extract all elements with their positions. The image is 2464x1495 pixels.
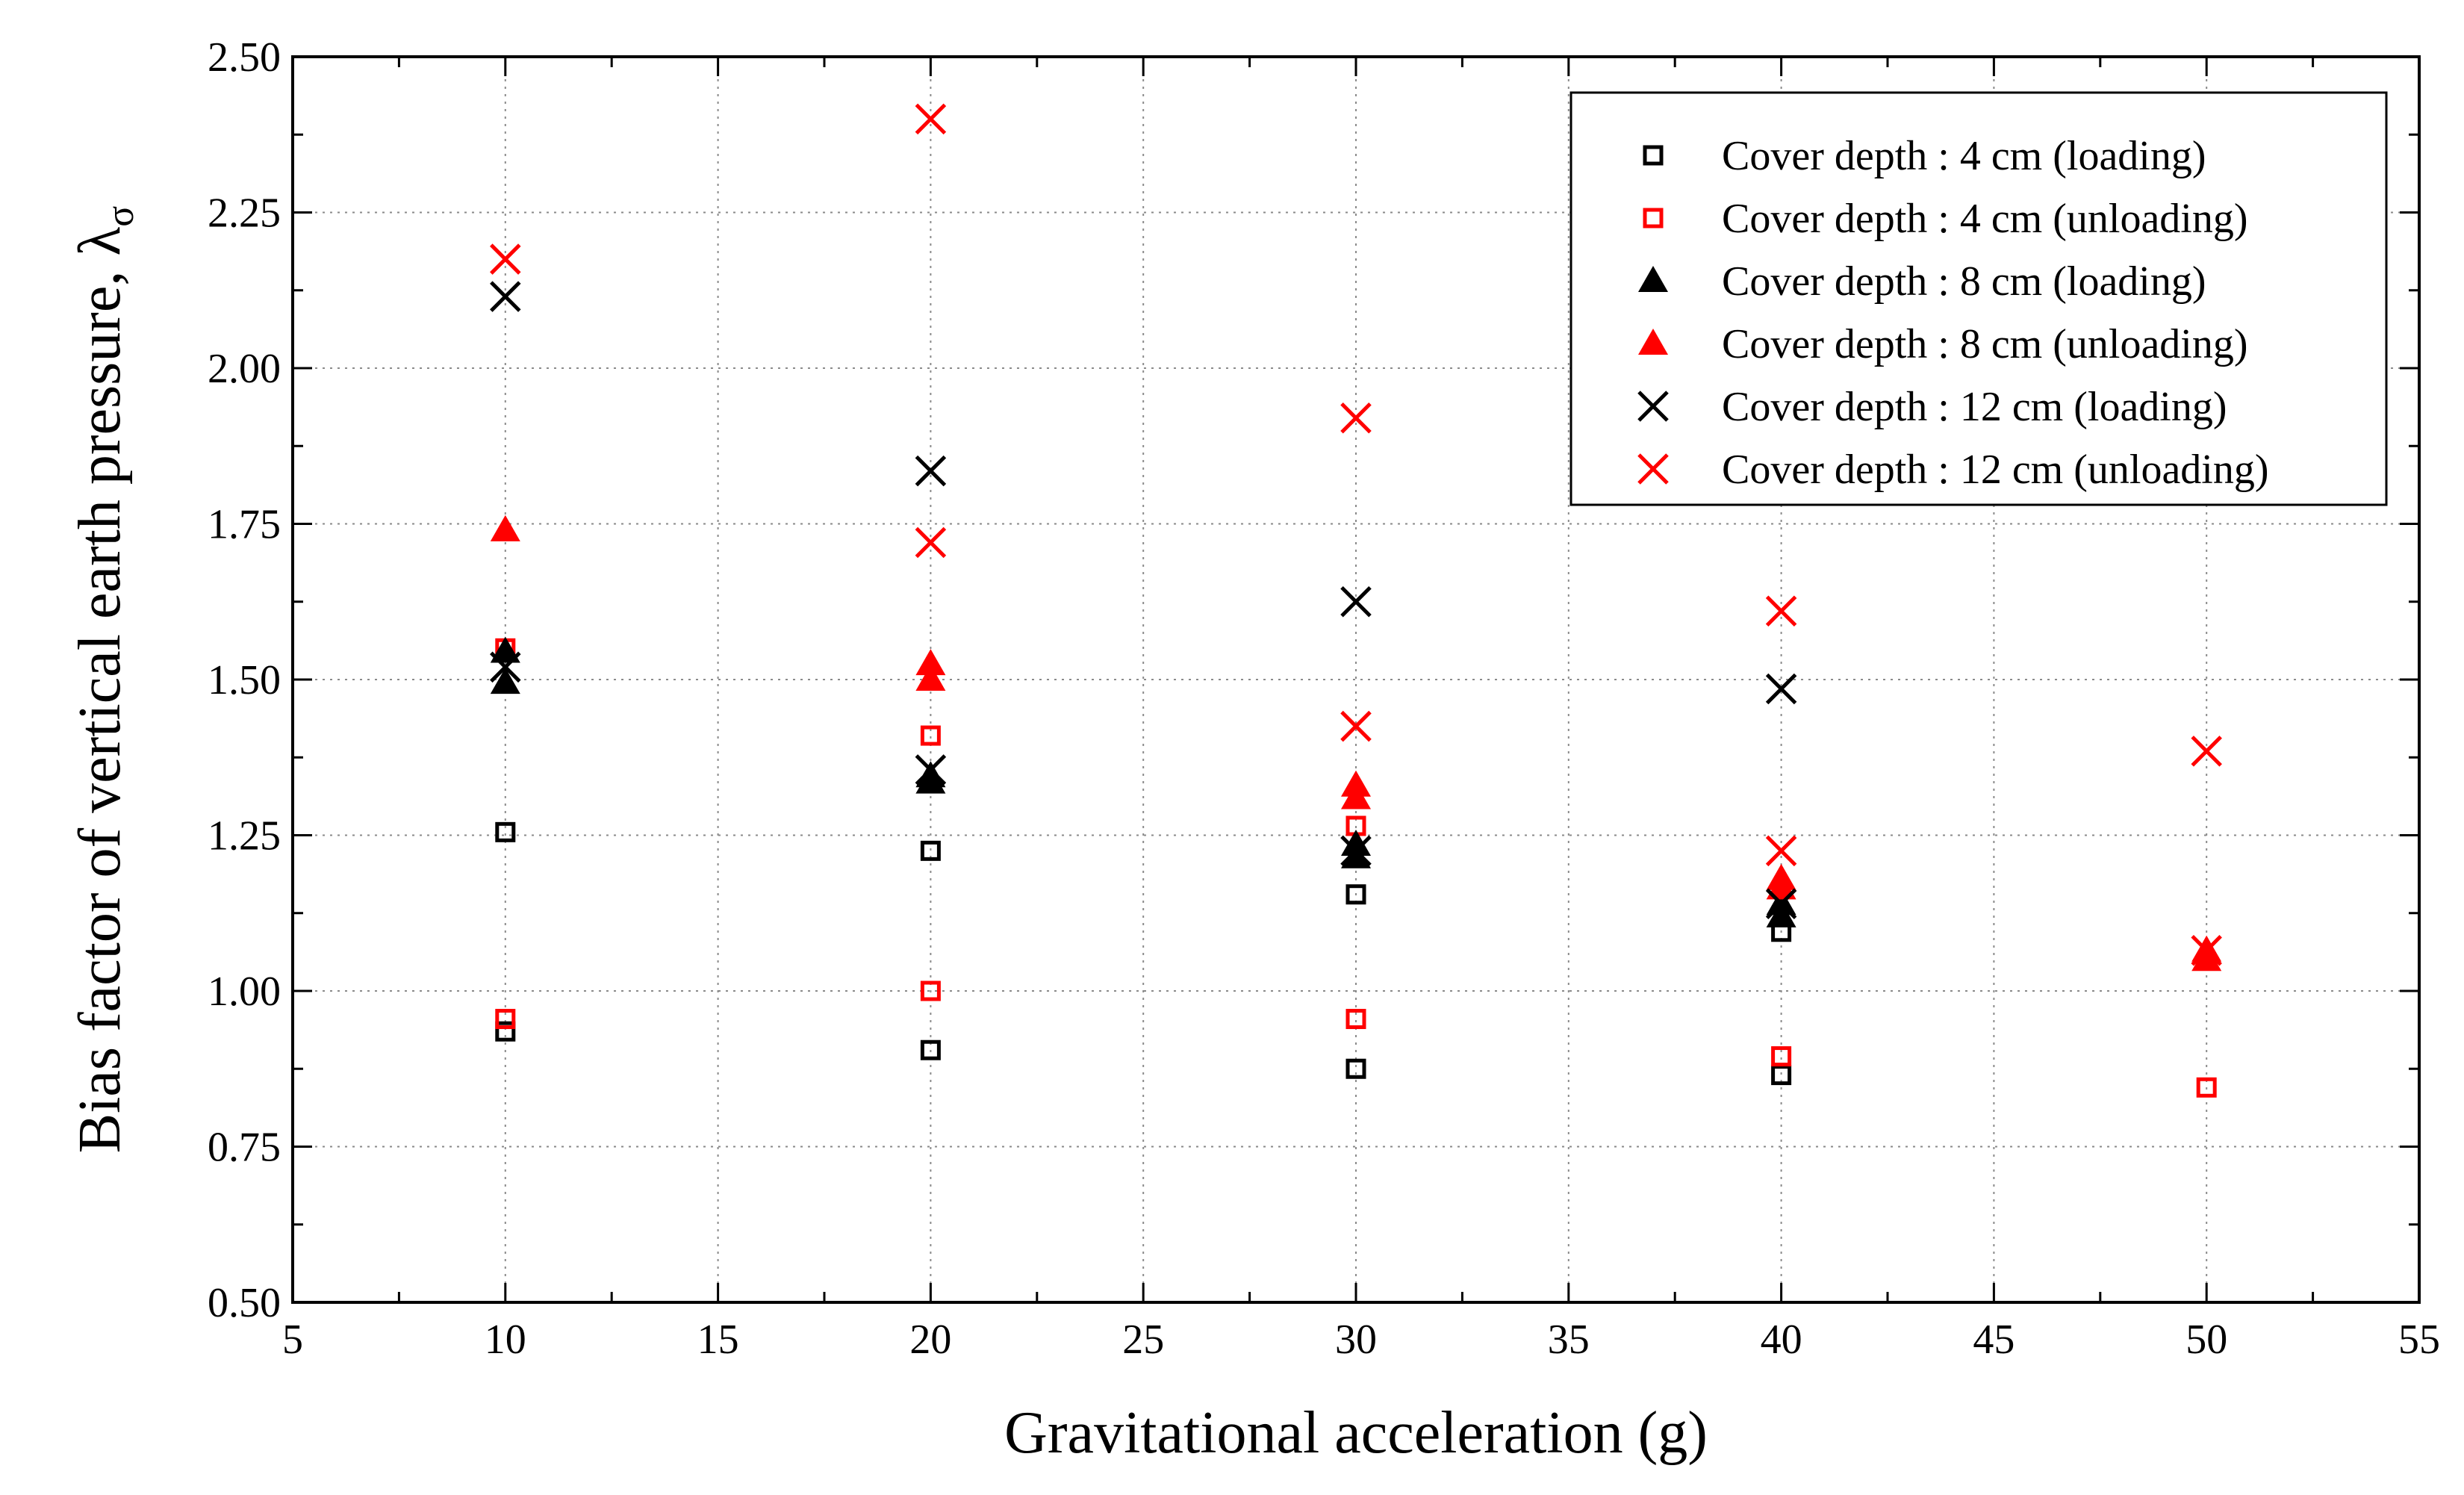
legend-marker bbox=[1643, 145, 1664, 166]
data-point bbox=[490, 636, 520, 663]
data-points bbox=[490, 103, 2222, 1098]
data-point bbox=[915, 754, 947, 786]
y-tick-label: 2.25 bbox=[208, 190, 281, 237]
legend-marker bbox=[1637, 453, 1669, 485]
data-point bbox=[1340, 835, 1372, 867]
legend-box bbox=[1569, 91, 2388, 506]
legend-label: Cover depth : 4 cm (unloading) bbox=[1722, 196, 2248, 242]
data-point bbox=[2191, 945, 2222, 972]
y-tick-label: 1.75 bbox=[208, 502, 281, 548]
data-point bbox=[2191, 736, 2222, 767]
data-point bbox=[490, 651, 521, 683]
data-point bbox=[1771, 1065, 1792, 1086]
data-point bbox=[1765, 835, 1797, 867]
y-tick-label: 0.75 bbox=[208, 1125, 281, 1171]
y-axis-label-main: Bias factor of vertical earth pressure, … bbox=[67, 227, 133, 1154]
legend-marker bbox=[1637, 391, 1669, 422]
data-point bbox=[1340, 402, 1372, 434]
data-point bbox=[1766, 873, 1796, 900]
x-tick-label: 10 bbox=[485, 1317, 526, 1363]
data-point bbox=[1340, 710, 1372, 742]
x-tick-label: 45 bbox=[1973, 1317, 2015, 1363]
data-point bbox=[495, 1009, 516, 1030]
data-point bbox=[490, 515, 520, 541]
data-point bbox=[915, 665, 946, 691]
x-tick-label: 5 bbox=[282, 1317, 303, 1363]
data-point bbox=[1765, 595, 1797, 627]
data-point bbox=[1340, 585, 1372, 618]
data-point bbox=[915, 526, 947, 559]
data-point bbox=[495, 821, 516, 842]
legend-label: Cover depth : 4 cm (loading) bbox=[1722, 133, 2206, 179]
data-point bbox=[1345, 1009, 1366, 1030]
data-point bbox=[1345, 884, 1366, 905]
x-axis-label: Gravitational acceleration (g) bbox=[1004, 1400, 1708, 1466]
series-2 bbox=[495, 638, 2217, 1098]
data-point bbox=[915, 103, 947, 135]
legend-label: Cover depth : 8 cm (loading) bbox=[1722, 258, 2206, 305]
legend-marker bbox=[1638, 266, 1668, 292]
x-tick-label: 35 bbox=[1548, 1317, 1590, 1363]
y-axis-label: Bias factor of vertical earth pressure, … bbox=[67, 206, 142, 1154]
data-point bbox=[915, 767, 946, 794]
data-point bbox=[2191, 935, 2222, 966]
y-tick-label: 2.00 bbox=[208, 346, 281, 392]
plot-frame bbox=[291, 55, 2421, 1304]
data-point bbox=[1341, 783, 1371, 809]
y-tick-label: 1.00 bbox=[208, 969, 281, 1015]
data-point bbox=[1341, 842, 1371, 868]
data-point bbox=[920, 725, 941, 746]
data-point bbox=[1771, 1046, 1792, 1067]
data-point bbox=[490, 243, 521, 275]
y-tick-label: 2.50 bbox=[208, 34, 281, 81]
x-tick-label: 15 bbox=[697, 1317, 739, 1363]
x-tick-label: 25 bbox=[1122, 1317, 1164, 1363]
legend-marker bbox=[1643, 208, 1664, 229]
x-tick-label: 40 bbox=[1761, 1317, 1802, 1363]
legend: Cover depth : 4 cm (loading) Cover depth … bbox=[1569, 91, 2388, 506]
data-point bbox=[2196, 1077, 2217, 1098]
y-tick-label: 0.50 bbox=[208, 1280, 281, 1326]
legend-label: Cover depth : 8 cm (unloading) bbox=[1722, 321, 2248, 367]
data-point bbox=[915, 649, 946, 676]
legend-marker bbox=[1638, 329, 1668, 355]
y-axis-label-subscript: σ bbox=[99, 206, 142, 227]
data-point bbox=[490, 281, 521, 312]
data-point bbox=[1766, 901, 1796, 927]
x-tick-label: 20 bbox=[909, 1317, 951, 1363]
x-tick-label: 30 bbox=[1335, 1317, 1377, 1363]
data-point bbox=[490, 668, 520, 694]
data-point bbox=[1765, 888, 1797, 920]
data-point bbox=[915, 455, 947, 487]
y-tick-label: 1.25 bbox=[208, 813, 281, 860]
legend-label: Cover depth : 12 cm (loading) bbox=[1722, 384, 2227, 430]
series-6 bbox=[490, 103, 2222, 966]
data-point bbox=[920, 840, 941, 861]
data-point bbox=[920, 980, 941, 1001]
x-tick-label: 50 bbox=[2185, 1317, 2227, 1363]
data-point bbox=[1765, 673, 1797, 705]
data-point bbox=[1345, 1058, 1366, 1079]
legend-label: Cover depth : 12 cm (unloading) bbox=[1722, 447, 2269, 493]
data-point bbox=[495, 1021, 516, 1042]
series-3 bbox=[490, 636, 1796, 927]
y-tick-label: 1.50 bbox=[208, 657, 281, 703]
series-5 bbox=[490, 281, 1797, 920]
x-tick-label: 55 bbox=[2398, 1317, 2440, 1363]
data-point bbox=[920, 1039, 941, 1060]
tick-labels: 5 10 15 20 25 30 35 40 45 50 55 0.50 0.75 1.00 1.25 1.5… bbox=[208, 34, 2440, 1363]
